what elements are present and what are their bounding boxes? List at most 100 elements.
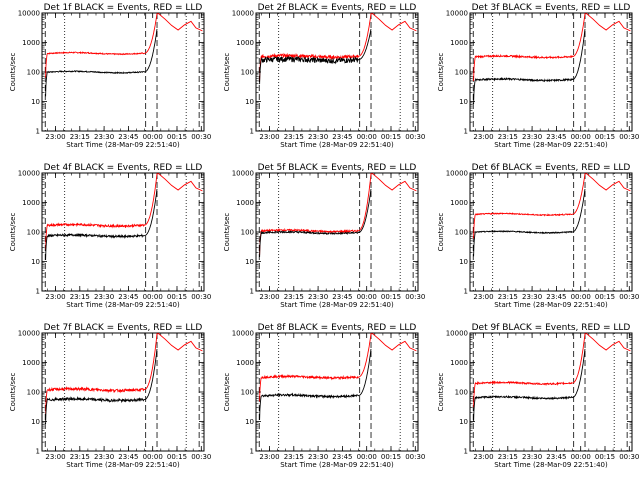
y-tick-label: 100 [455, 69, 468, 77]
y-tick-label: 10 [459, 258, 468, 266]
y-tick-label: 10 [31, 418, 40, 426]
y-tick-label: 100 [27, 389, 40, 397]
y-tick-label: 100 [241, 389, 254, 397]
x-tick-label: 00:30 [405, 453, 425, 461]
x-tick-label: 23:00 [259, 453, 279, 461]
lld-series-line [259, 13, 417, 81]
x-tick-label: 23:30 [308, 453, 328, 461]
y-tick-label: 10 [245, 98, 254, 106]
y-tick-label: 10000 [18, 170, 40, 178]
panel-8: Det 8f BLACK = Events, RED = LLD 1 10 100 10… [223, 323, 425, 469]
y-tick-label: 10000 [18, 330, 40, 338]
x-tick-label: 23:15 [498, 293, 518, 301]
x-tick-label: 00:30 [191, 133, 211, 141]
y-tick-label: 1 [250, 128, 254, 136]
x-tick-label: 23:45 [118, 133, 138, 141]
x-tick-label: 23:00 [473, 293, 493, 301]
y-axis-label: Counts/sec [223, 373, 231, 412]
x-tick-label: 23:00 [45, 133, 65, 141]
y-axis-label: Counts/sec [437, 373, 445, 412]
y-tick-label: 100 [241, 229, 254, 237]
x-tick-label: 00:00 [571, 453, 591, 461]
panel-title: Det 1f BLACK = Events, RED = LLD [44, 3, 203, 13]
panel-6: Det 6f BLACK = Events, RED = LLD 1 10 100 10… [437, 163, 639, 309]
events-series-line [473, 29, 586, 105]
x-tick-label: 23:45 [332, 133, 352, 141]
x-tick-label: 23:00 [473, 453, 493, 461]
x-tick-label: 23:30 [308, 133, 328, 141]
lld-series-line [45, 173, 203, 250]
x-tick-label: 00:15 [595, 453, 615, 461]
y-tick-label: 100 [27, 69, 40, 77]
events-series-line [259, 189, 372, 258]
plot-frame [255, 332, 419, 452]
x-tick-label: 23:15 [70, 293, 90, 301]
x-tick-label: 23:45 [332, 293, 352, 301]
x-tick-label: 00:30 [619, 293, 639, 301]
y-tick-label: 1000 [22, 359, 40, 367]
x-tick-label: 23:30 [522, 453, 542, 461]
y-tick-label: 10000 [446, 170, 468, 178]
x-tick-label: 00:15 [167, 453, 187, 461]
x-tick-label: 23:15 [70, 133, 90, 141]
x-tick-label: 23:00 [259, 293, 279, 301]
panel-7: Det 7f BLACK = Events, RED = LLD 1 10 100 10… [9, 323, 211, 469]
plot-frame [469, 332, 633, 452]
x-tick-label: 00:15 [167, 133, 187, 141]
y-tick-label: 1 [36, 128, 40, 136]
x-axis-label: Start Time (28-Mar-09 22:51:40) [280, 461, 394, 469]
x-tick-label: 00:00 [571, 133, 591, 141]
panel-1: Det 1f BLACK = Events, RED = LLD 1 10 100 10… [9, 3, 211, 149]
y-tick-label: 1000 [22, 199, 40, 207]
y-tick-label: 10000 [446, 330, 468, 338]
x-tick-label: 23:30 [308, 293, 328, 301]
x-tick-label: 23:00 [45, 293, 65, 301]
y-tick-label: 100 [27, 229, 40, 237]
x-tick-label: 23:45 [546, 133, 566, 141]
y-tick-label: 10000 [232, 170, 254, 178]
x-tick-label: 23:30 [94, 453, 114, 461]
lld-series-line [473, 333, 631, 408]
panel-title: Det 5f BLACK = Events, RED = LLD [258, 163, 417, 173]
x-tick-label: 23:30 [522, 133, 542, 141]
x-tick-label: 23:00 [473, 133, 493, 141]
x-axis-label: Start Time (28-Mar-09 22:51:40) [280, 141, 394, 149]
x-tick-label: 00:30 [191, 293, 211, 301]
y-tick-label: 1000 [22, 39, 40, 47]
x-tick-label: 00:00 [143, 293, 163, 301]
y-tick-label: 10000 [232, 330, 254, 338]
y-tick-label: 1 [464, 448, 468, 456]
x-tick-label: 23:45 [546, 453, 566, 461]
y-tick-label: 10 [459, 98, 468, 106]
lld-series-line [45, 13, 203, 78]
x-tick-label: 23:45 [332, 453, 352, 461]
x-tick-label: 23:15 [284, 293, 304, 301]
events-series-line [259, 29, 372, 85]
panel-2: Det 2f BLACK = Events, RED = LLD 1 10 100 10… [223, 3, 425, 149]
x-axis-label: Start Time (28-Mar-09 22:51:40) [66, 141, 180, 149]
y-axis-label: Counts/sec [437, 213, 445, 252]
events-series-line [259, 349, 372, 421]
panel-title: Det 4f BLACK = Events, RED = LLD [44, 163, 203, 173]
y-tick-label: 1000 [236, 199, 254, 207]
x-tick-label: 23:30 [94, 133, 114, 141]
x-tick-label: 00:30 [619, 453, 639, 461]
panel-title: Det 3f BLACK = Events, RED = LLD [472, 3, 631, 13]
lld-series-line [473, 173, 631, 239]
x-tick-label: 00:30 [405, 133, 425, 141]
y-axis-label: Counts/sec [437, 53, 445, 92]
x-tick-label: 00:15 [381, 133, 401, 141]
plot-frame [41, 332, 205, 452]
y-axis-label: Counts/sec [223, 53, 231, 92]
x-axis-label: Start Time (28-Mar-09 22:51:40) [494, 141, 608, 149]
events-series-line [473, 349, 586, 422]
events-series-line [45, 349, 158, 425]
y-tick-label: 1000 [450, 359, 468, 367]
y-tick-label: 1 [250, 288, 254, 296]
x-tick-label: 00:00 [143, 453, 163, 461]
x-tick-label: 00:15 [595, 293, 615, 301]
panel-title: Det 8f BLACK = Events, RED = LLD [258, 323, 417, 333]
x-tick-label: 00:15 [167, 293, 187, 301]
x-tick-label: 00:00 [357, 133, 377, 141]
